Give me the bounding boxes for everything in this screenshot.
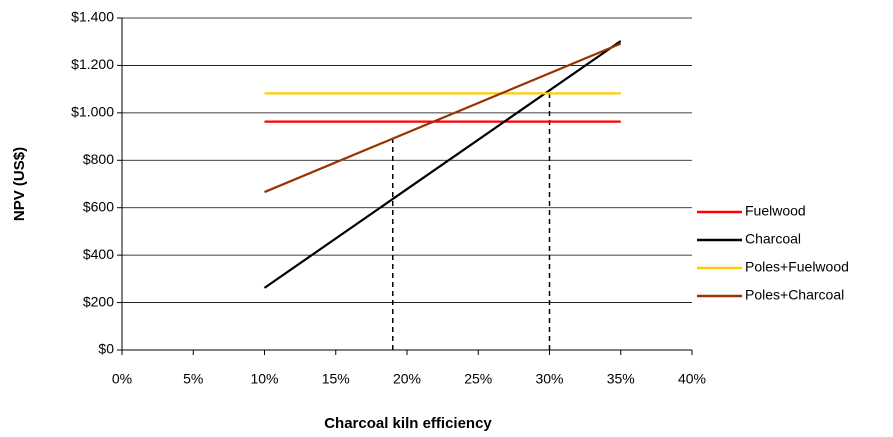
legend-label: Charcoal — [745, 231, 801, 247]
y-tick-label: $800 — [83, 151, 114, 167]
y-tick-label: $1.200 — [71, 56, 114, 72]
y-tick-label: $400 — [83, 246, 114, 262]
x-tick-label: 40% — [678, 371, 706, 387]
series-line — [264, 42, 622, 194]
y-tick-label: $1.400 — [71, 9, 114, 25]
x-axis-label: Charcoal kiln efficiency — [324, 415, 492, 432]
x-tick-label: 35% — [607, 371, 635, 387]
x-tick-label: 10% — [250, 371, 278, 387]
series-line — [263, 40, 622, 289]
x-tick-label: 20% — [393, 371, 421, 387]
legend-label: Poles+Charcoal — [745, 287, 844, 303]
y-tick-label: $600 — [83, 198, 114, 214]
legend-label: Fuelwood — [745, 203, 806, 219]
x-tick-label: 15% — [322, 371, 350, 387]
x-tick-label: 25% — [464, 371, 492, 387]
y-axis-label: NPV (US$) — [11, 147, 28, 221]
x-tick-label: 0% — [112, 371, 132, 387]
legend-label: Poles+Fuelwood — [745, 259, 849, 275]
x-tick-label: 30% — [535, 371, 563, 387]
x-tick-label: 5% — [183, 371, 203, 387]
y-tick-label: $200 — [83, 293, 114, 309]
y-tick-label: $1.000 — [71, 104, 114, 120]
y-tick-label: $0 — [98, 341, 114, 357]
